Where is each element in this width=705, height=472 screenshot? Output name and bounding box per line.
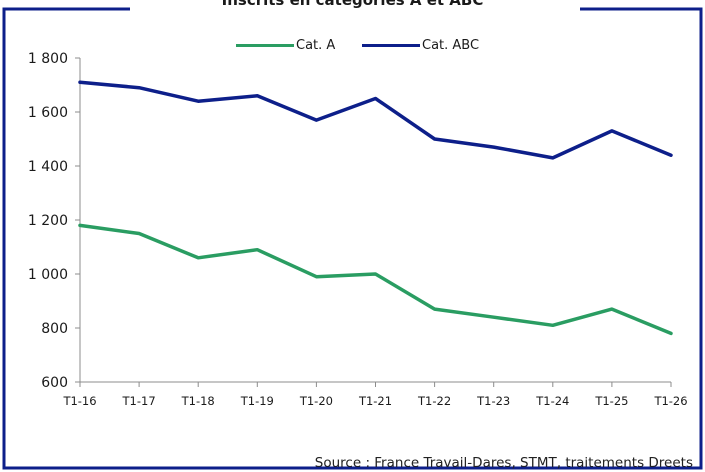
x-tick-label: T1-23 — [476, 394, 510, 408]
y-tick-label: 1 400 — [28, 159, 68, 175]
x-tick-label: T1-24 — [535, 394, 569, 408]
x-tick-label: T1-16 — [62, 394, 96, 408]
y-tick-label: 800 — [41, 321, 68, 337]
ticks: 600 800 1 000 1 200 1 400 1 600 1 800 T1-16 T1-1… — [28, 51, 688, 408]
series-line-cat-abc — [78, 80, 673, 160]
x-tick-label: T1-22 — [417, 394, 451, 408]
chart-title: Inscrits en catégories A et ABC — [130, 0, 575, 10]
axes — [79, 58, 671, 383]
legend: Cat. A Cat. ABC — [0, 38, 705, 58]
y-tick-label: 1 600 — [28, 105, 68, 121]
legend-item-cat-a: Cat. A — [236, 38, 335, 53]
y-tick-label: 1 800 — [28, 51, 68, 67]
y-tick-label: 1 200 — [28, 213, 68, 229]
x-tick-label: T1-26 — [653, 394, 687, 408]
legend-item-cat-abc: Cat. ABC — [362, 38, 479, 53]
x-tick-label: T1-18 — [181, 394, 215, 408]
legend-label-cat-a: Cat. A — [296, 38, 336, 53]
series-lines — [78, 80, 673, 336]
y-tick-label: 600 — [41, 375, 68, 391]
legend-label-cat-abc: Cat. ABC — [422, 38, 480, 53]
legend-swatch-cat-a — [236, 44, 294, 47]
y-tick-label: 1 000 — [28, 267, 68, 283]
source-note: Source : France Travail-Dares, STMT, tra… — [314, 455, 693, 471]
series-line-cat-a — [78, 223, 673, 336]
x-tick-label: T1-20 — [299, 394, 333, 408]
x-tick-label: T1-17 — [122, 394, 156, 408]
x-tick-label: T1-21 — [358, 394, 392, 408]
x-tick-label: T1-25 — [594, 394, 628, 408]
legend-swatch-cat-abc — [362, 44, 420, 47]
x-tick-label: T1-19 — [240, 394, 274, 408]
